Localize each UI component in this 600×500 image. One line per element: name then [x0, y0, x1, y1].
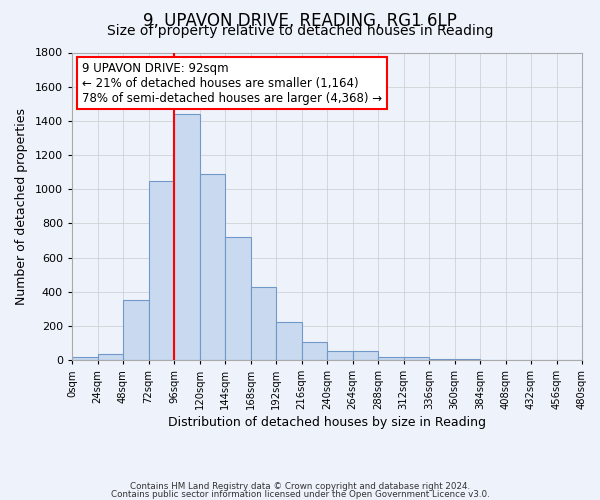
Bar [251, 286, 276, 360]
Text: Size of property relative to detached houses in Reading: Size of property relative to detached ho… [107, 24, 493, 38]
Bar [225, 237, 251, 360]
Y-axis label: Number of detached properties: Number of detached properties [15, 108, 28, 304]
Bar [123, 300, 149, 360]
Bar [327, 350, 353, 360]
Text: 9 UPAVON DRIVE: 92sqm
← 21% of detached houses are smaller (1,164)
78% of semi-d: 9 UPAVON DRIVE: 92sqm ← 21% of detached … [82, 62, 382, 104]
Bar [149, 180, 174, 360]
Bar [97, 354, 123, 360]
Bar [199, 174, 225, 360]
Bar [302, 342, 327, 360]
Text: Contains public sector information licensed under the Open Government Licence v3: Contains public sector information licen… [110, 490, 490, 499]
Text: Contains HM Land Registry data © Crown copyright and database right 2024.: Contains HM Land Registry data © Crown c… [130, 482, 470, 491]
Bar [72, 358, 97, 360]
Text: 9, UPAVON DRIVE, READING, RG1 6LP: 9, UPAVON DRIVE, READING, RG1 6LP [143, 12, 457, 30]
Bar [174, 114, 199, 360]
Bar [429, 359, 455, 360]
Bar [276, 322, 302, 360]
Bar [378, 356, 404, 360]
X-axis label: Distribution of detached houses by size in Reading: Distribution of detached houses by size … [168, 416, 486, 430]
Bar [353, 352, 378, 360]
Bar [404, 358, 429, 360]
